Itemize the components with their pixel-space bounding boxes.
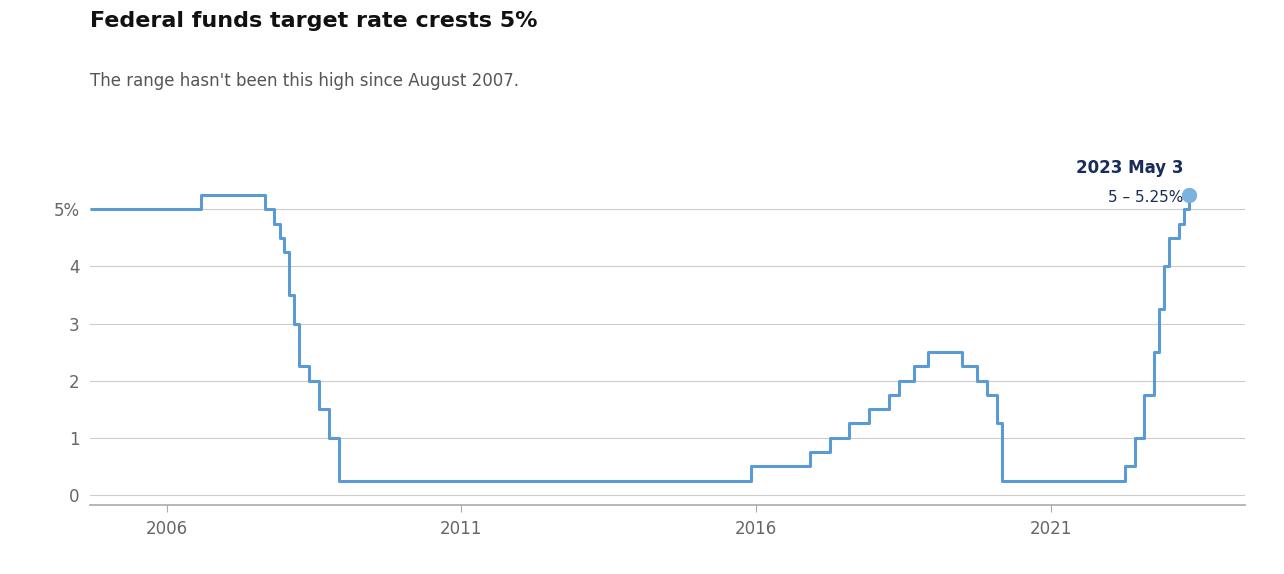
Text: The range hasn't been this high since August 2007.: The range hasn't been this high since Au… bbox=[90, 72, 519, 90]
Text: Federal funds target rate crests 5%: Federal funds target rate crests 5% bbox=[90, 11, 538, 32]
Text: 5 – 5.25%: 5 – 5.25% bbox=[1108, 191, 1184, 205]
Text: 2023 May 3: 2023 May 3 bbox=[1076, 159, 1184, 177]
